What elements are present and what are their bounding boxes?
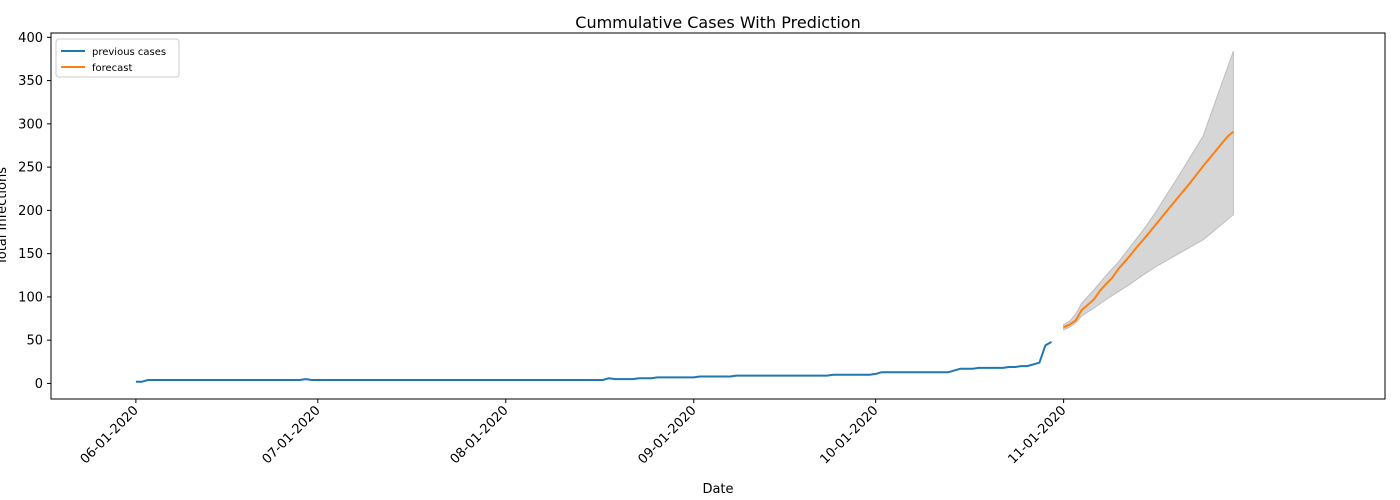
legend-label-forecast: forecast <box>92 63 133 74</box>
x-tick-label: 11-01-2020 <box>1005 403 1069 467</box>
x-tick-label: 06-01-2020 <box>78 403 142 467</box>
y-tick-label: 350 <box>18 74 43 89</box>
series-layer <box>135 130 1235 383</box>
x-axis-ticks: 06-01-2020 07-01-2020 08-01-2020 09-01-2020… <box>78 399 1069 467</box>
chart-title: Cummulative Cases With Prediction <box>575 13 860 32</box>
y-tick-label: 50 <box>26 334 43 349</box>
y-tick-label: 300 <box>18 117 43 132</box>
x-tick-label: 10-01-2020 <box>817 403 881 467</box>
y-tick-label: 100 <box>18 290 43 305</box>
legend-box <box>55 38 180 78</box>
confidence-band-layer <box>1063 51 1234 331</box>
y-tick-label: 400 <box>18 31 43 46</box>
legend: previous cases forecast <box>55 38 180 78</box>
x-tick-label: 08-01-2020 <box>448 403 512 467</box>
x-tick-label: 07-01-2020 <box>260 403 324 467</box>
x-tick-label: 09-01-2020 <box>636 403 700 467</box>
y-axis-ticks: 0 50 100 150 200 250 300 350 400 <box>18 31 51 392</box>
x-axis-label: Date <box>702 482 733 497</box>
y-tick-label: 150 <box>18 247 43 262</box>
confidence-band <box>1063 51 1234 331</box>
y-tick-label: 200 <box>18 204 43 219</box>
y-tick-label: 0 <box>35 377 43 392</box>
series-line-previous-cases <box>135 341 1052 383</box>
plot-frame <box>50 32 1386 400</box>
series-line-forecast <box>1063 130 1235 329</box>
y-axis-label: Total Infections <box>0 167 10 266</box>
legend-label-previous-cases: previous cases <box>92 47 166 58</box>
y-tick-label: 250 <box>18 161 43 176</box>
